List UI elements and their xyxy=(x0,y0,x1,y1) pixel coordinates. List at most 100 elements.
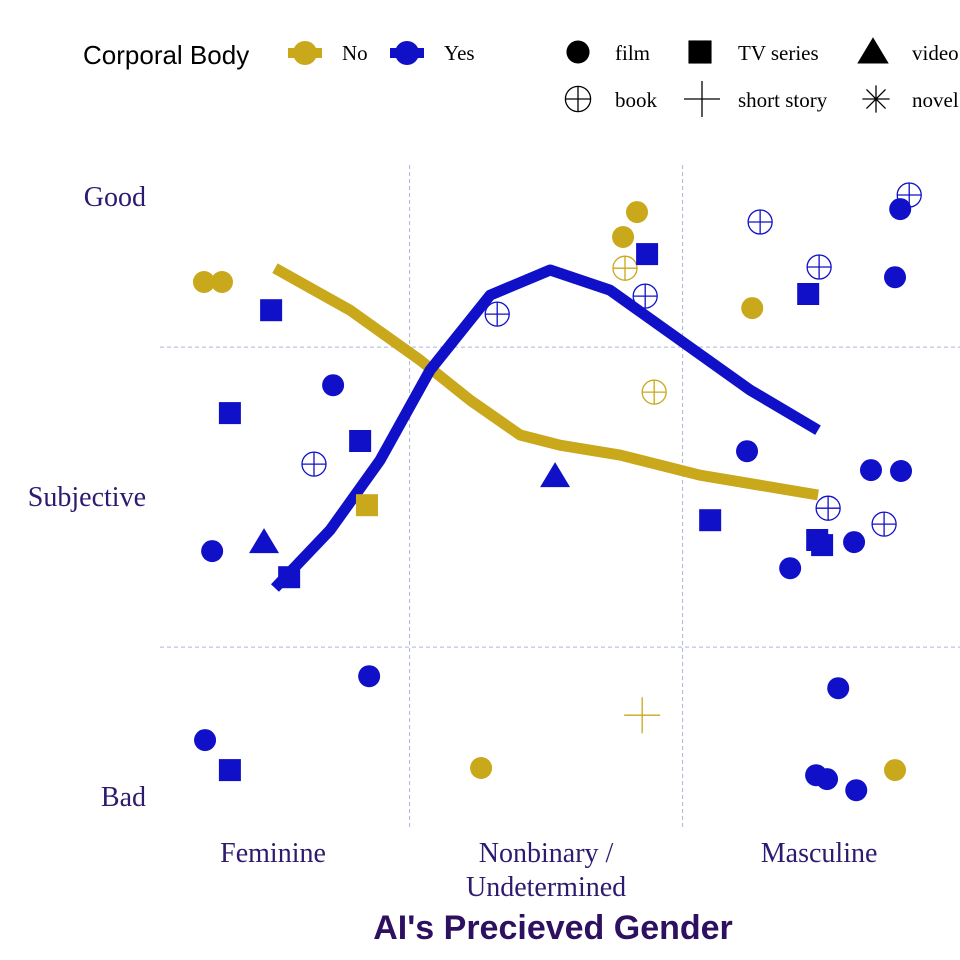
point xyxy=(797,283,820,305)
marker-circle xyxy=(816,768,839,791)
marker-cross xyxy=(807,255,832,279)
marker-circle xyxy=(827,677,850,700)
point xyxy=(736,440,759,463)
marker-square xyxy=(260,299,283,322)
legend-label: TV series xyxy=(738,41,819,65)
marker-circle xyxy=(322,374,345,397)
y-tick-label: Good xyxy=(84,182,146,213)
marker-square xyxy=(636,243,659,266)
point xyxy=(632,283,658,309)
marker-square xyxy=(218,759,241,782)
legend-swatch xyxy=(395,41,419,65)
marker-cross xyxy=(633,284,658,309)
x-tick-label: Feminine xyxy=(220,838,326,869)
point xyxy=(890,460,913,482)
marker-circle xyxy=(741,297,764,320)
point xyxy=(322,374,345,397)
trend-line xyxy=(270,264,821,592)
point xyxy=(301,451,327,477)
legend-label: film xyxy=(615,41,650,65)
marker-cross xyxy=(565,86,591,112)
y-tick-label: Subjective xyxy=(28,482,146,513)
marker-circle xyxy=(210,271,233,293)
legend-shape xyxy=(684,81,720,117)
point xyxy=(884,266,907,289)
point xyxy=(871,511,897,537)
point xyxy=(194,729,217,752)
marker-cross xyxy=(816,496,841,521)
legend-shape xyxy=(564,85,592,113)
marker-triangle xyxy=(540,462,571,488)
marker-circle xyxy=(884,759,907,782)
x-tick-label: Masculine xyxy=(761,838,878,869)
point xyxy=(811,534,834,557)
point xyxy=(699,509,722,532)
marker-circle xyxy=(859,459,882,482)
point xyxy=(779,557,802,580)
legend-label: video game xyxy=(912,41,960,65)
marker-square xyxy=(797,283,820,305)
marker-square xyxy=(688,40,712,64)
x-axis-title: AI's Precieved Gender xyxy=(373,909,733,947)
legend-shape xyxy=(857,37,889,64)
marker-circle xyxy=(192,271,215,293)
marker-cross xyxy=(301,452,326,477)
marker-circle xyxy=(889,198,912,221)
legend-shape xyxy=(566,40,590,64)
point xyxy=(845,779,868,802)
point xyxy=(889,198,912,221)
point xyxy=(470,757,493,779)
marker-circle xyxy=(470,757,493,779)
point xyxy=(540,462,571,488)
marker-cross xyxy=(485,302,510,327)
point xyxy=(210,271,233,293)
point xyxy=(278,566,301,589)
point xyxy=(218,759,241,782)
point xyxy=(636,243,659,266)
marker-square xyxy=(218,402,241,425)
legend-title: Corporal Body xyxy=(83,40,249,70)
point xyxy=(625,201,648,224)
marker-triangle xyxy=(857,37,889,64)
marker-cross xyxy=(897,183,922,207)
legend-shape xyxy=(862,85,890,113)
point xyxy=(641,379,667,405)
point xyxy=(355,494,378,517)
legend-label: No xyxy=(342,41,368,65)
marker-plus xyxy=(624,697,661,734)
marker-circle xyxy=(736,440,759,463)
marker-square xyxy=(278,566,301,589)
y-tick-label: Bad xyxy=(101,782,146,813)
point xyxy=(859,459,882,482)
point xyxy=(201,540,224,563)
marker-asterisk xyxy=(862,85,890,113)
point xyxy=(218,402,241,425)
marker-circle xyxy=(625,201,648,224)
marker-circle xyxy=(843,531,866,554)
point xyxy=(484,301,510,327)
point xyxy=(192,271,215,293)
point xyxy=(249,528,280,554)
legend-shape xyxy=(688,40,712,64)
legend-label: book xyxy=(615,88,658,112)
marker-plus xyxy=(684,81,720,117)
marker-cross xyxy=(612,256,637,281)
point xyxy=(349,430,372,452)
legend-swatch xyxy=(293,41,317,65)
marker-circle xyxy=(884,266,907,289)
marker-cross xyxy=(872,512,897,537)
point xyxy=(884,759,907,782)
point xyxy=(827,677,850,700)
marker-triangle xyxy=(249,528,280,554)
point xyxy=(815,495,841,521)
marker-circle xyxy=(845,779,868,802)
point xyxy=(896,182,922,208)
marker-circle xyxy=(890,460,913,482)
marker-square xyxy=(349,430,372,452)
point xyxy=(816,768,839,791)
marker-square xyxy=(355,494,378,517)
legend-label: novel xyxy=(912,88,959,112)
marker-circle xyxy=(779,557,802,580)
marker-circle xyxy=(566,40,590,64)
trend-line xyxy=(272,263,819,501)
